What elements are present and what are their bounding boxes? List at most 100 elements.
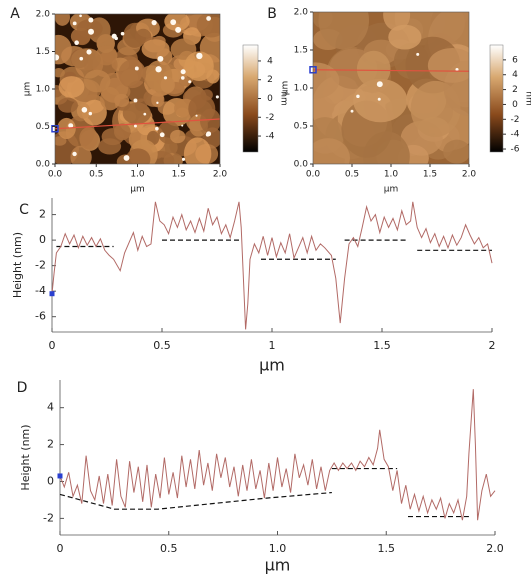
profile-line xyxy=(54,118,221,130)
particle xyxy=(350,109,354,113)
x-tick-label: 1.5 xyxy=(423,170,437,180)
particle xyxy=(79,56,84,61)
grain xyxy=(83,69,111,93)
x-axis-label: µm xyxy=(265,556,291,574)
particle xyxy=(111,33,117,39)
x-tick-label: 1.0 xyxy=(384,170,399,180)
colorbar-label: nm xyxy=(524,91,531,105)
y-tick-label: 2 xyxy=(39,208,46,221)
x-tick-label: 2.0 xyxy=(213,170,228,180)
particle xyxy=(181,157,186,161)
grain xyxy=(388,24,422,50)
grain xyxy=(427,47,469,83)
y-tick-label: -2 xyxy=(43,511,54,524)
grain xyxy=(125,148,151,164)
colorbar-tick-label: -4 xyxy=(511,130,520,140)
height-profile xyxy=(59,389,496,521)
particle xyxy=(55,54,60,61)
panel-label: D xyxy=(17,380,28,396)
x-tick-label: 2.0 xyxy=(462,170,477,180)
particle xyxy=(68,123,74,129)
grain xyxy=(135,98,148,112)
y-tick-label: -4 xyxy=(35,284,46,297)
x-tick-label: 0.0 xyxy=(306,170,321,180)
colorbar xyxy=(489,44,504,153)
x-tick-label: 0.5 xyxy=(160,542,178,555)
x-tick-label: 1.0 xyxy=(269,542,287,555)
particle xyxy=(133,124,137,128)
particle xyxy=(86,49,92,55)
particle xyxy=(180,76,185,80)
y-tick-label: 2.0 xyxy=(294,8,309,18)
grain xyxy=(55,34,72,65)
y-tick-label: 0.0 xyxy=(36,160,51,170)
colorbar-tick-label: -6 xyxy=(511,145,520,155)
afm-image xyxy=(313,12,469,164)
y-tick-label: 2.0 xyxy=(36,10,51,20)
grain xyxy=(200,108,220,134)
grain xyxy=(98,138,122,155)
x-axis-label: µm xyxy=(259,356,285,375)
grain xyxy=(200,89,213,101)
colorbar-tick-label: 4 xyxy=(512,70,518,80)
x-tick-label: 0 xyxy=(57,542,64,555)
x-tick-label: 1 xyxy=(269,339,276,352)
particle xyxy=(356,94,360,99)
x-tick-label: 0.5 xyxy=(89,170,103,180)
grain xyxy=(71,48,101,71)
start-marker xyxy=(57,473,63,479)
particle xyxy=(151,20,157,26)
y-tick-label: 4 xyxy=(47,401,54,414)
panel-label: C xyxy=(19,202,29,218)
grain xyxy=(170,129,186,144)
grain xyxy=(313,138,350,164)
grain xyxy=(164,14,190,31)
particle xyxy=(188,80,192,84)
particle xyxy=(88,111,93,116)
height-profile xyxy=(51,201,493,330)
particle xyxy=(181,124,184,127)
particle xyxy=(196,52,203,60)
colorbar-tick-label: -2 xyxy=(266,113,275,123)
grain xyxy=(196,14,220,38)
colorbar xyxy=(242,44,259,153)
particle xyxy=(376,81,383,88)
colorbar-tick-label: 6 xyxy=(512,55,518,65)
particle xyxy=(88,28,95,35)
particle xyxy=(143,112,147,116)
particle xyxy=(120,31,125,36)
particle xyxy=(159,132,165,138)
y-axis-label: Height (nm) xyxy=(19,424,32,490)
grain xyxy=(184,51,214,81)
particle xyxy=(72,21,77,26)
grain xyxy=(318,12,370,50)
particle xyxy=(74,40,79,46)
y-tick-label: 1.5 xyxy=(294,46,308,56)
grain xyxy=(79,127,98,150)
particle xyxy=(133,98,138,103)
particle xyxy=(195,114,198,117)
grain xyxy=(160,76,175,94)
particle xyxy=(206,131,212,137)
panel-label: A xyxy=(10,6,20,22)
x-tick-label: 1.5 xyxy=(172,170,186,180)
grain xyxy=(114,123,131,141)
grain xyxy=(118,59,147,89)
grain xyxy=(58,76,85,98)
y-tick-label: 1.0 xyxy=(36,85,51,95)
particle xyxy=(156,101,159,105)
x-axis-label: µm xyxy=(384,185,399,195)
particle xyxy=(79,14,82,18)
reference-line xyxy=(59,491,332,510)
particle xyxy=(416,52,420,56)
particle xyxy=(72,151,77,157)
y-axis-label: µm xyxy=(23,82,33,97)
start-marker xyxy=(49,291,55,297)
y-tick-label: 0 xyxy=(47,474,54,487)
grain xyxy=(313,62,340,99)
particle xyxy=(134,66,139,71)
grain xyxy=(183,137,212,164)
particle xyxy=(157,55,164,62)
grain xyxy=(356,50,391,87)
